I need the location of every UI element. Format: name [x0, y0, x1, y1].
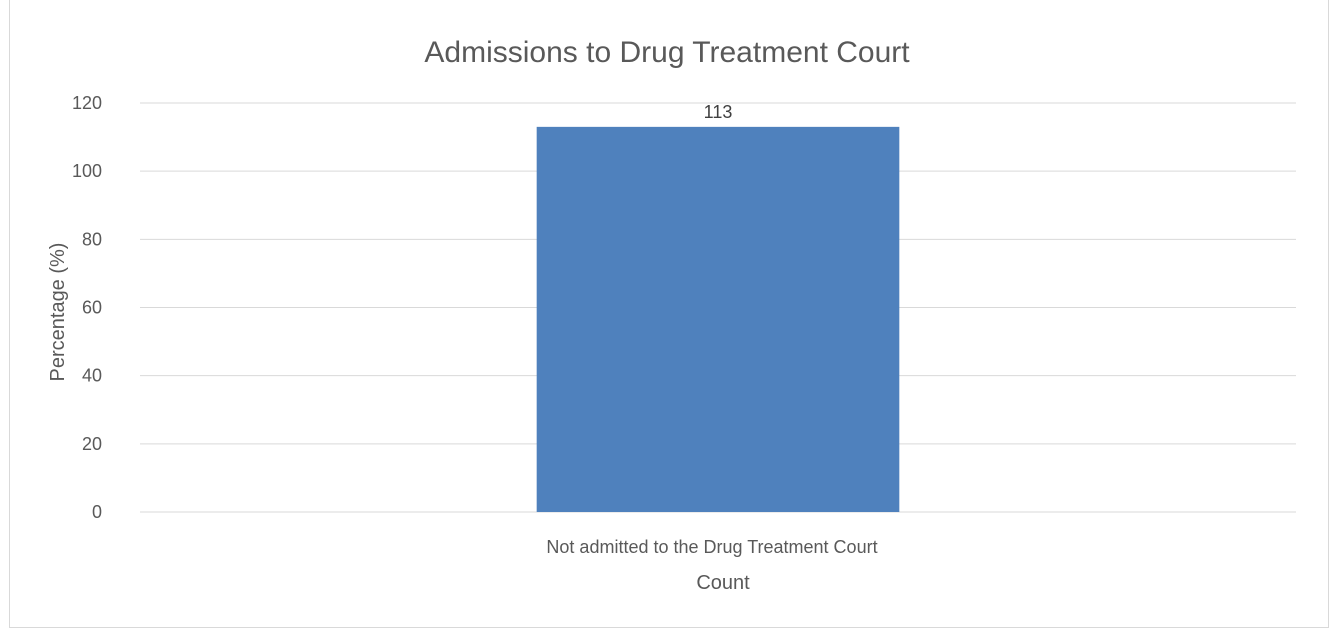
- data-labels: 113: [704, 102, 733, 122]
- bars: [536, 126, 900, 512]
- y-tick-label: 100: [72, 161, 102, 181]
- y-tick-label: 60: [82, 298, 102, 318]
- bar-chart: Admissions to Drug Treatment Court 0 20 40…: [47, 36, 1296, 594]
- x-axis-ticks: Not admitted to the Drug Treatment Court: [546, 537, 877, 557]
- y-tick-label: 20: [82, 434, 102, 454]
- x-tick-label: Not admitted to the Drug Treatment Court: [546, 537, 877, 557]
- chart-title: Admissions to Drug Treatment Court: [424, 36, 910, 69]
- y-tick-label: 40: [82, 366, 102, 386]
- y-tick-label: 120: [72, 93, 102, 113]
- data-label: 113: [704, 102, 733, 122]
- y-axis-ticks: 0 20 40 60 80 100 120: [72, 93, 102, 522]
- chart-area: Admissions to Drug Treatment Court 0 20 40…: [9, 0, 1329, 628]
- bar: [536, 126, 900, 512]
- y-tick-label: 80: [82, 229, 102, 249]
- x-axis-title: Count: [696, 572, 750, 594]
- y-tick-label: 0: [92, 502, 102, 522]
- y-axis-title: Percentage (%): [47, 243, 69, 382]
